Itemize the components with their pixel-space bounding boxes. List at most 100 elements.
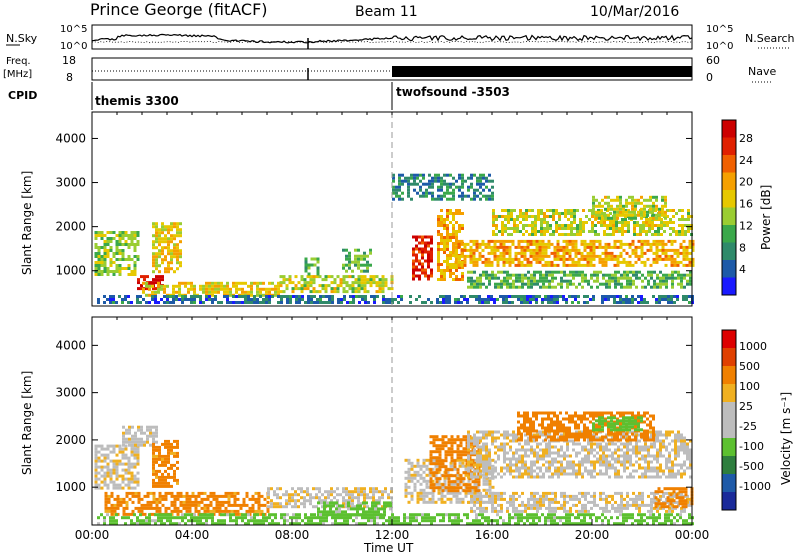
heatmap-cell — [669, 209, 672, 212]
heatmap-cell — [602, 282, 605, 286]
heatmap-cell — [253, 281, 256, 285]
heatmap-cell — [659, 439, 662, 443]
heatmap-cell — [442, 298, 445, 301]
heatmap-cell — [619, 239, 623, 243]
heatmap-cell — [638, 466, 641, 470]
heatmap-cell — [660, 218, 663, 221]
heatmap-cell — [661, 198, 664, 202]
heatmap-cell — [137, 500, 141, 504]
heatmap-cell — [363, 490, 366, 494]
heatmap-cell — [476, 436, 479, 440]
heatmap-cell — [338, 510, 341, 514]
heatmap-cell — [688, 257, 692, 261]
heatmap-cell — [236, 512, 240, 516]
heatmap-cell — [565, 245, 569, 249]
heatmap-cell — [572, 469, 575, 473]
heatmap-cell — [662, 273, 665, 277]
power-colorbar-tick: 28 — [739, 132, 753, 145]
heatmap-cell — [613, 263, 617, 267]
heatmap-cell — [553, 257, 557, 261]
heatmap-cell — [520, 423, 523, 427]
heatmap-cell — [611, 451, 614, 455]
heatmap-cell — [620, 276, 623, 280]
heatmap-cell — [469, 260, 473, 264]
heatmap-cell — [619, 301, 622, 304]
heatmap-cell — [535, 260, 539, 264]
heatmap-cell — [447, 474, 451, 478]
heatmap-cell — [217, 301, 220, 304]
heatmap-cell — [217, 290, 220, 294]
heatmap-cell — [659, 433, 662, 437]
heatmap-cell — [113, 509, 117, 513]
heatmap-cell — [267, 490, 270, 494]
heatmap-cell — [560, 463, 563, 467]
heatmap-cell — [386, 501, 389, 505]
heatmap-cell — [542, 454, 545, 458]
heatmap-cell — [634, 198, 637, 202]
heatmap-cell — [479, 276, 482, 280]
heatmap-cell — [348, 260, 351, 264]
heatmap-cell — [364, 301, 367, 304]
heatmap-cell — [158, 457, 161, 461]
heatmap-cell — [571, 295, 574, 298]
heatmap-cell — [616, 301, 619, 304]
heatmap-cell — [570, 230, 573, 233]
heatmap-cell — [424, 268, 427, 272]
heatmap-cell — [622, 260, 626, 264]
heatmap-cell — [463, 254, 467, 258]
heatmap-cell — [686, 454, 689, 458]
heatmap-cell — [512, 273, 515, 277]
heatmap-cell — [506, 270, 509, 274]
heatmap-cell — [485, 460, 488, 464]
heatmap-cell — [590, 273, 593, 277]
heatmap-cell — [336, 287, 340, 291]
heatmap-cell — [152, 252, 155, 256]
heatmap-cell — [477, 489, 481, 493]
heatmap-cell — [524, 433, 527, 437]
heatmap-cell — [429, 462, 433, 466]
heatmap-cell — [522, 218, 525, 221]
heatmap-cell — [440, 278, 443, 281]
heatmap-cell — [155, 448, 158, 452]
heatmap-cell — [481, 298, 484, 301]
heatmap-cell — [560, 469, 563, 473]
heatmap-cell — [559, 254, 563, 258]
heatmap-cell — [605, 445, 608, 449]
heatmap-cell — [152, 448, 155, 452]
heatmap-cell — [431, 185, 434, 189]
heatmap-cell — [488, 488, 492, 492]
heatmap-cell — [670, 301, 673, 304]
heatmap-cell — [266, 506, 270, 510]
heatmap-cell — [481, 242, 485, 246]
heatmap-cell — [224, 509, 228, 513]
heatmap-cell — [632, 448, 635, 452]
heatmap-cell — [115, 462, 119, 466]
heatmap-cell — [676, 248, 680, 252]
heatmap-cell — [109, 249, 113, 252]
heatmap-cell — [467, 445, 470, 449]
heatmap-cell — [482, 466, 485, 470]
heatmap-cell — [671, 285, 674, 289]
colorbar-segment — [722, 242, 736, 261]
heatmap-cell — [501, 221, 504, 224]
heatmap-cell — [590, 442, 593, 446]
heatmap-cell — [570, 221, 573, 224]
heatmap-cell — [127, 480, 131, 484]
heatmap-cell — [179, 500, 183, 504]
heatmap-cell — [589, 239, 593, 243]
heatmap-cell — [233, 497, 237, 501]
heatmap-cell — [677, 436, 680, 440]
heatmap-cell — [637, 257, 641, 261]
heatmap-cell — [440, 494, 444, 498]
heatmap-cell — [668, 460, 671, 464]
heatmap-cell — [294, 275, 298, 279]
heatmap-cell — [548, 279, 551, 283]
heatmap-cell — [458, 209, 461, 212]
heatmap-cell — [416, 464, 420, 468]
heatmap-cell — [633, 230, 636, 233]
heatmap-cell — [383, 504, 386, 508]
heatmap-cell — [137, 440, 140, 444]
heatmap-cell — [148, 301, 151, 304]
heatmap-cell — [427, 265, 430, 269]
heatmap-cell — [127, 255, 131, 258]
